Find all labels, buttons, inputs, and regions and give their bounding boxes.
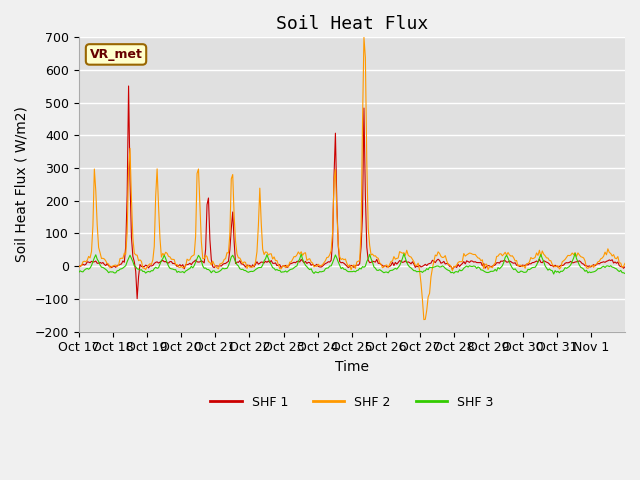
Text: VR_met: VR_met (90, 48, 143, 61)
Title: Soil Heat Flux: Soil Heat Flux (276, 15, 428, 33)
Legend: SHF 1, SHF 2, SHF 3: SHF 1, SHF 2, SHF 3 (205, 391, 499, 414)
X-axis label: Time: Time (335, 360, 369, 374)
Y-axis label: Soil Heat Flux ( W/m2): Soil Heat Flux ( W/m2) (15, 107, 29, 263)
